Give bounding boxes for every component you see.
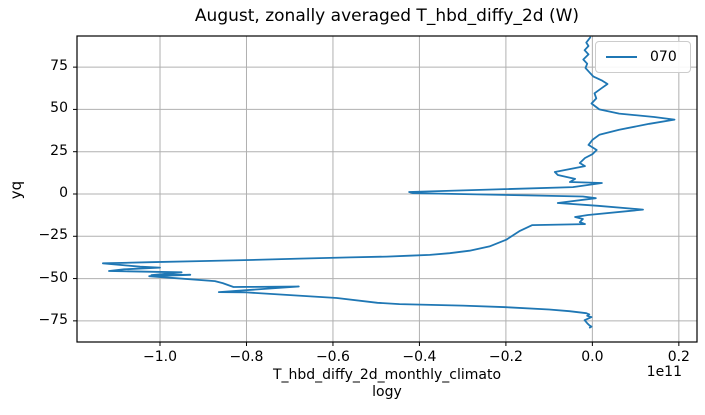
x-tick-label: 0.0	[581, 349, 604, 365]
legend: 070	[595, 41, 691, 73]
plot-border	[76, 35, 698, 343]
series-line-070	[102, 36, 676, 329]
y-tick-label: 25	[50, 142, 68, 159]
legend-label: 070	[650, 49, 677, 65]
y-tick-label: −50	[38, 269, 68, 286]
y-tick-label: −25	[38, 227, 68, 244]
x-axis-label: T_hbd_diffy_2d_monthly_climato logy	[77, 367, 697, 401]
y-tick-label: 50	[50, 100, 68, 117]
x-tick-label: −0.2	[488, 349, 523, 365]
x-tick-label: −0.8	[229, 349, 264, 365]
chart-title: August, zonally averaged T_hbd_diffy_2d …	[194, 6, 580, 26]
x-tick-label: −1.0	[143, 349, 177, 365]
x-axis-label-line1: T_hbd_diffy_2d_monthly_climato	[272, 367, 502, 383]
x-tick-label: −0.6	[315, 349, 350, 365]
y-tick-label: 0	[59, 184, 68, 201]
y-tick-label: 75	[50, 58, 68, 75]
y-tick-label: −75	[38, 311, 68, 328]
legend-line-sample-icon	[606, 55, 637, 59]
axis-offset-label: 1e11	[646, 364, 682, 380]
x-tick-label: 0.2	[667, 349, 690, 365]
x-axis-label-line2: logy	[372, 384, 402, 400]
x-tick-label: −0.4	[402, 349, 437, 365]
